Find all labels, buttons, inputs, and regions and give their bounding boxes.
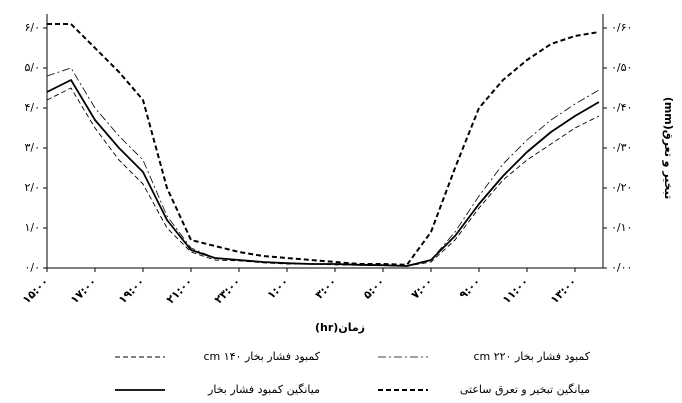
x-tick-label: ۵:۰۰ <box>361 275 388 302</box>
y2-tick-label: ۰/۰۰ <box>611 261 632 274</box>
legend-label: میانگین کمبود فشار بخار <box>207 383 320 396</box>
x-tick-label: ۹:۰۰ <box>457 275 484 302</box>
y-tick-label: ۰/۰ <box>24 261 40 274</box>
y2-tick-label: ۰/۱۰ <box>611 221 632 234</box>
series-line <box>46 79 600 267</box>
legend-label: میانگین تبخیر و تعرق ساعتی <box>460 383 590 396</box>
y2-tick-label: ۰/۴۰ <box>611 101 632 114</box>
y-tick-label: ۶/۰ <box>24 21 40 34</box>
y2-tick-label: ۰/۳۰ <box>611 141 632 154</box>
x-tick-label: ۲۳:۰۰ <box>212 275 243 306</box>
y2-tick-label: ۰/۵۰ <box>611 61 632 74</box>
x-axis-title: زمان(hr) <box>315 321 365 334</box>
x-tick-label: ۲۱:۰۰ <box>164 275 195 306</box>
y-tick-label: ۱/۰ <box>24 221 40 234</box>
x-tick-label: ۳:۰۰ <box>313 275 340 302</box>
y2-tick-label: ۰/۲۰ <box>611 181 632 194</box>
x-tick-label: ۱۵:۰۰ <box>20 275 51 306</box>
x-tick-label: ۱۳:۰۰ <box>548 275 579 306</box>
x-tick-label: ۱۱:۰۰ <box>500 275 531 306</box>
series-line <box>46 67 600 267</box>
x-tick-label: ۱۹:۰۰ <box>116 275 147 306</box>
x-tick-label: ۱:۰۰ <box>265 275 292 302</box>
y2-axis-title: تبخیر و تعرق(mm) <box>662 97 675 199</box>
y2-tick-label: ۰/۶۰ <box>611 21 632 34</box>
y-tick-label: ۲/۰ <box>24 181 40 194</box>
x-tick-label: ۷:۰۰ <box>409 275 436 302</box>
y-tick-label: ۴/۰ <box>24 101 40 114</box>
x-tick-label: ۱۷:۰۰ <box>68 275 99 306</box>
y-tick-label: ۳/۰ <box>24 141 40 154</box>
legend-label: کمبود فشار بخار ۱۴۰ cm <box>203 350 320 363</box>
series-line <box>47 23 600 266</box>
series-line <box>46 87 600 267</box>
y-tick-label: ۵/۰ <box>24 61 40 74</box>
legend-label: کمبود فشار بخار ۲۲۰ cm <box>473 350 590 363</box>
